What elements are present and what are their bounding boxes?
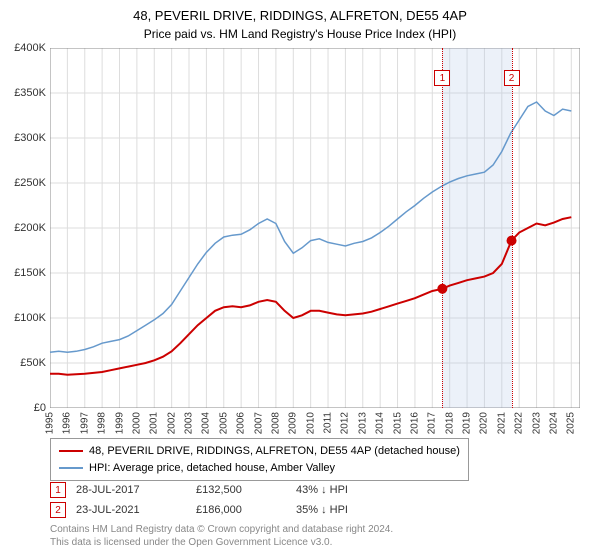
x-axis-tick-label: 2021 (496, 412, 507, 434)
x-axis-tick-label: 2012 (340, 412, 351, 434)
x-axis-tick-label: 2011 (323, 412, 334, 434)
footer-line: This data is licensed under the Open Gov… (50, 537, 393, 550)
x-axis-tick-label: 2009 (288, 412, 299, 434)
table-row: 2 23-JUL-2021 £186,000 35% ↓ HPI (50, 500, 406, 520)
x-axis-tick-label: 2000 (131, 412, 142, 434)
x-axis-tick-label: 2023 (531, 412, 542, 434)
x-axis-tick-label: 2005 (218, 412, 229, 434)
table-row: 1 28-JUL-2017 £132,500 43% ↓ HPI (50, 480, 406, 500)
x-axis-tick-label: 2010 (305, 412, 316, 434)
x-axis-tick-label: 2016 (409, 412, 420, 434)
x-axis-tick-label: 2002 (166, 412, 177, 434)
y-axis-tick-label: £400K (14, 42, 46, 54)
y-axis-tick-label: £300K (14, 132, 46, 144)
chart-legend: 48, PEVERIL DRIVE, RIDDINGS, ALFRETON, D… (50, 438, 469, 481)
x-axis-tick-label: 2017 (427, 412, 438, 434)
chart-plot-area: £0£50K£100K£150K£200K£250K£300K£350K£400… (50, 48, 580, 408)
x-axis-tick-label: 2019 (462, 412, 473, 434)
transaction-marker-box: 1 (50, 482, 66, 498)
transaction-pct: 43% ↓ HPI (296, 484, 406, 496)
footer-attribution: Contains HM Land Registry data © Crown c… (50, 524, 393, 549)
transaction-marker-label: 2 (504, 70, 520, 86)
x-axis-tick-label: 2022 (514, 412, 525, 434)
legend-item: HPI: Average price, detached house, Ambe… (59, 460, 460, 477)
chart-lines (50, 48, 580, 408)
legend-label: 48, PEVERIL DRIVE, RIDDINGS, ALFRETON, D… (89, 443, 460, 460)
y-axis-tick-label: £150K (14, 267, 46, 279)
transaction-date: 23-JUL-2021 (76, 504, 186, 516)
legend-label: HPI: Average price, detached house, Ambe… (89, 460, 335, 477)
x-axis-tick-label: 2013 (357, 412, 368, 434)
chart-subtitle: Price paid vs. HM Land Registry's House … (0, 25, 600, 45)
y-axis-tick-label: £50K (20, 357, 46, 369)
transactions-table: 1 28-JUL-2017 £132,500 43% ↓ HPI 2 23-JU… (50, 480, 406, 520)
x-axis-tick-label: 2024 (548, 412, 559, 434)
transaction-marker-label: 1 (434, 70, 450, 86)
x-axis-tick-label: 2003 (184, 412, 195, 434)
transaction-price: £186,000 (196, 504, 286, 516)
legend-swatch (59, 450, 83, 452)
x-axis-tick-label: 2001 (149, 412, 160, 434)
x-axis-tick-label: 1999 (114, 412, 125, 434)
y-axis-tick-label: £250K (14, 177, 46, 189)
y-axis-tick-label: £200K (14, 222, 46, 234)
transaction-marker-line (512, 48, 513, 408)
x-axis-tick-label: 1997 (79, 412, 90, 434)
x-axis-tick-label: 2008 (270, 412, 281, 434)
x-axis-tick-label: 2015 (392, 412, 403, 434)
x-axis-tick-label: 2006 (236, 412, 247, 434)
transaction-pct: 35% ↓ HPI (296, 504, 406, 516)
transaction-date: 28-JUL-2017 (76, 484, 186, 496)
chart-title: 48, PEVERIL DRIVE, RIDDINGS, ALFRETON, D… (0, 0, 600, 25)
transaction-marker-line (442, 48, 443, 408)
x-axis-tick-label: 1995 (45, 412, 56, 434)
x-axis-tick-label: 2004 (201, 412, 212, 434)
x-axis-tick-label: 1998 (97, 412, 108, 434)
y-axis-tick-label: £100K (14, 312, 46, 324)
legend-swatch (59, 467, 83, 469)
y-axis-tick-label: £350K (14, 87, 46, 99)
legend-item: 48, PEVERIL DRIVE, RIDDINGS, ALFRETON, D… (59, 443, 460, 460)
transaction-marker-box: 2 (50, 502, 66, 518)
x-axis-tick-label: 2014 (375, 412, 386, 434)
chart-container: 48, PEVERIL DRIVE, RIDDINGS, ALFRETON, D… (0, 0, 600, 560)
x-axis-tick-label: 2025 (566, 412, 577, 434)
footer-line: Contains HM Land Registry data © Crown c… (50, 524, 393, 537)
x-axis-tick-label: 2020 (479, 412, 490, 434)
transaction-price: £132,500 (196, 484, 286, 496)
x-axis-tick-label: 1996 (62, 412, 73, 434)
x-axis-tick-label: 2018 (444, 412, 455, 434)
x-axis-tick-label: 2007 (253, 412, 264, 434)
